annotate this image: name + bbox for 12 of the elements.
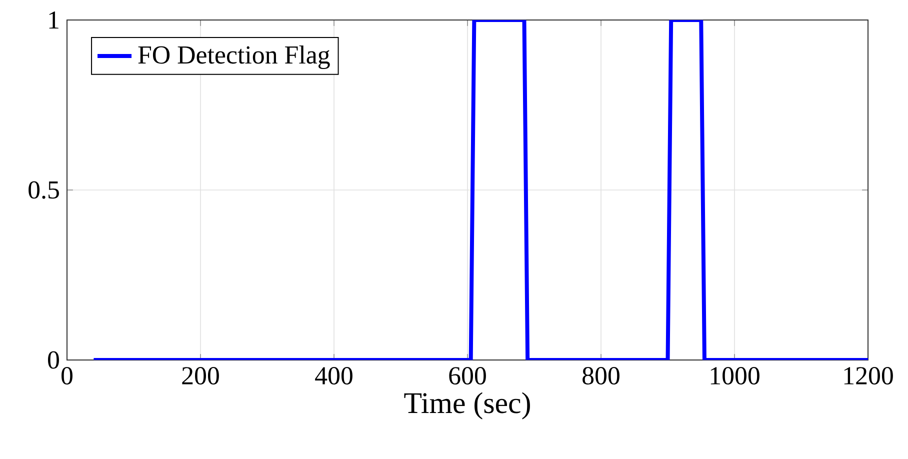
legend-label: FO Detection Flag — [138, 45, 330, 70]
x-tick-label: 200 — [182, 367, 219, 385]
y-tick-label: 0.5 — [28, 181, 59, 199]
x-axis-title: Time (sec) — [404, 392, 530, 420]
x-tick-label: 600 — [449, 367, 486, 385]
y-tick-label: 0 — [48, 351, 59, 369]
x-tick-label: 0 — [62, 367, 72, 385]
y-tick-label: 1 — [49, 11, 58, 29]
x-tick-label: 800 — [582, 367, 620, 385]
x-tick-label: 1000 — [710, 367, 760, 385]
x-tick-label: 400 — [315, 367, 352, 385]
x-tick-label: 1200 — [844, 367, 893, 385]
